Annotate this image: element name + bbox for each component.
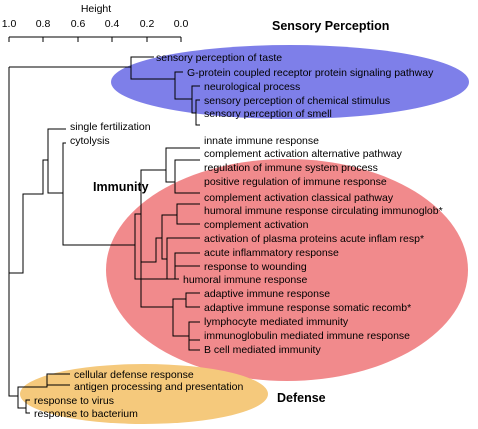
sensory-cluster-title: Sensory Perception: [272, 19, 389, 33]
immunity-cluster-ellipse: [106, 159, 468, 381]
immunity-cluster-title: Immunity: [93, 180, 149, 194]
leaf-label: antigen processing and presentation: [74, 381, 243, 393]
leaf-labels: sensory perception of taste G-protein co…: [34, 52, 443, 420]
leaf-label: response to wounding: [204, 261, 307, 273]
axis-title: Height: [81, 3, 111, 15]
leaf-label: G-protein coupled receptor protein signa…: [187, 67, 434, 79]
leaf-label: response to bacterium: [34, 408, 138, 420]
leaf-label: single fertilization: [70, 121, 151, 133]
leaf-label: adaptive immune response: [204, 288, 330, 300]
height-axis: Height 1.0 0.8 0.6 0.4 0.2 0.0: [2, 3, 189, 42]
leaf-label: sensory perception of chemical stimulus: [204, 95, 390, 107]
leaf-label: humoral immune response: [183, 274, 307, 286]
leaf-label: response to virus: [34, 395, 114, 407]
leaf-label: cellular defense response: [74, 369, 194, 381]
leaf-label: sensory perception of taste: [156, 52, 282, 64]
sensory-cluster-ellipse: [111, 45, 469, 119]
leaf-label: immunoglobulin mediated immune response: [204, 330, 410, 342]
dendrogram-branches: [8, 56, 200, 414]
leaf-label: complement activation alternative pathwa…: [204, 148, 403, 160]
defense-cluster-ellipse: [20, 364, 268, 424]
defense-cluster-title: Defense: [277, 391, 326, 405]
axis-tick-label: 0.8: [36, 18, 51, 30]
leaf-label: sensory perception of smell: [204, 108, 332, 120]
leaf-label: cytolysis: [70, 135, 110, 147]
leaf-label: neurological process: [204, 81, 300, 93]
axis-tick-label: 1.0: [2, 18, 17, 30]
axis-tick-label: 0.2: [140, 18, 155, 30]
leaf-label: activation of plasma proteins acute infl…: [204, 233, 424, 245]
leaf-label: regulation of immune system process: [204, 162, 378, 174]
leaf-label: adaptive immune response somatic recomb*: [204, 302, 411, 314]
leaf-label: lymphocyte mediated immunity: [204, 316, 349, 328]
axis-tick-label: 0.0: [174, 18, 189, 30]
leaf-label: innate immune response: [204, 135, 319, 147]
leaf-label: complement activation classical pathway: [204, 192, 394, 204]
leaf-label: acute inflammatory response: [204, 247, 339, 259]
leaf-label: complement activation: [204, 219, 309, 231]
leaf-label: B cell mediated immunity: [204, 344, 321, 356]
leaf-label: positive regulation of immune response: [204, 176, 387, 188]
axis-tick-label: 0.6: [71, 18, 86, 30]
axis-tick-label: 0.4: [105, 18, 120, 30]
leaf-label: humoral immune response circulating immu…: [204, 205, 443, 217]
